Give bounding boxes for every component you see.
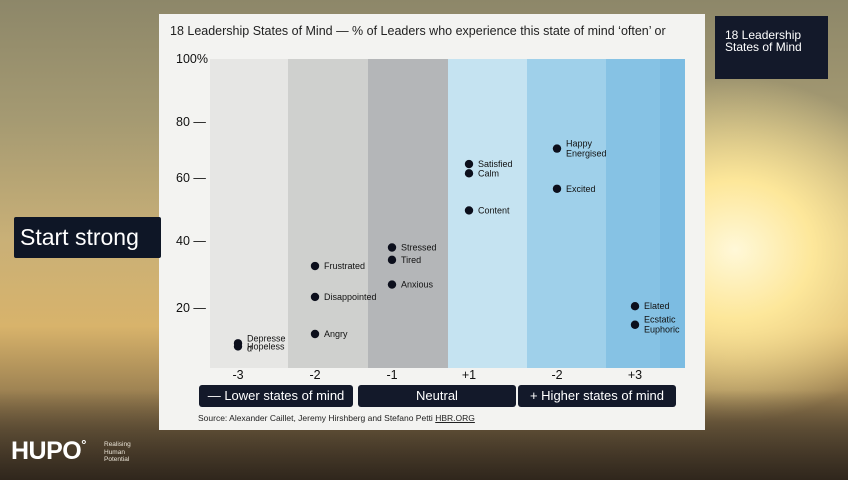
data-point-label: Happy [566,139,593,149]
data-point [233,342,243,351]
corner-title-tag: 18 Leadership States of Mind [715,16,828,79]
x-tick-label: +3 [628,368,642,382]
data-point-label: Elated [644,301,670,311]
logo-tagline-3: Potential [104,456,130,463]
chart-band [448,59,527,368]
x-tick-label: -1 [386,368,397,382]
data-point [464,159,474,169]
chart-band [288,59,368,368]
chart-band [660,59,685,368]
data-point-label: d [247,343,252,353]
source-text: Source: Alexander Caillet, Jeremy Hirshb… [198,413,433,423]
data-point [464,206,474,215]
corner-title-text: 18 Leadership States of Mind [725,28,802,54]
data-point-label: Satisfied [478,159,513,169]
data-point-label: Calm [478,168,499,178]
data-point-label: Content [478,205,510,215]
data-point-label: Anxious [401,280,434,290]
data-point-label: Tired [401,255,421,265]
data-point [387,243,397,252]
x-tick-label: -2 [309,368,320,382]
data-point-label: Energised [566,149,607,159]
source-link[interactable]: HBR.ORG [435,413,475,423]
y-tick-label: 100% [176,52,208,66]
logo-tagline: Realising Human Potential [104,441,131,464]
data-point [310,261,320,271]
chart-band [368,59,448,368]
x-tick-label: +1 [462,368,476,382]
chart-title: 18 Leadership States of Mind — % of Lead… [170,24,666,38]
data-point [387,280,397,289]
data-point-label: Frustrated [324,261,365,271]
data-point-label: Excited [566,184,596,194]
y-tick-label: 60 — [176,171,206,185]
y-tick-label: 80 — [176,115,206,129]
logo-wordmark: HUPO [11,437,82,465]
x-tick-label: -3 [232,368,243,382]
data-point-label: Disappointed [324,292,377,302]
source-line: Source: Alexander Caillet, Jeremy Hirshb… [198,413,475,423]
lower-states-button[interactable]: — Lower states of mind [199,385,353,407]
data-point [552,144,562,153]
data-point [552,184,562,193]
data-point [310,329,320,339]
data-point-label: Angry [324,329,348,339]
data-point [464,169,474,178]
data-point [387,255,397,265]
neutral-button[interactable]: Neutral [358,385,516,407]
data-point-label: Hopeless [247,341,285,351]
data-point-label: Stressed [401,242,437,252]
y-tick-label: 20 — [176,301,206,315]
start-strong-caption: Start strong [14,217,161,258]
y-tick-label: 40 — [176,234,206,248]
data-point [630,302,640,311]
chart-band [210,59,288,368]
data-point-label: Depresse [247,333,286,343]
data-point [630,320,640,329]
logo-tagline-2: Human [104,448,125,456]
x-tick-label: -2 [551,368,562,382]
data-point-label: Ecstatic [644,315,676,325]
data-point-label: Euphoric [644,325,680,335]
hupo-logo: HUPO° [11,437,86,465]
logo-tagline-1: Realising [104,441,131,448]
higher-states-button[interactable]: + Higher states of mind [518,385,676,407]
chart-band [527,59,606,368]
data-point [310,292,320,302]
